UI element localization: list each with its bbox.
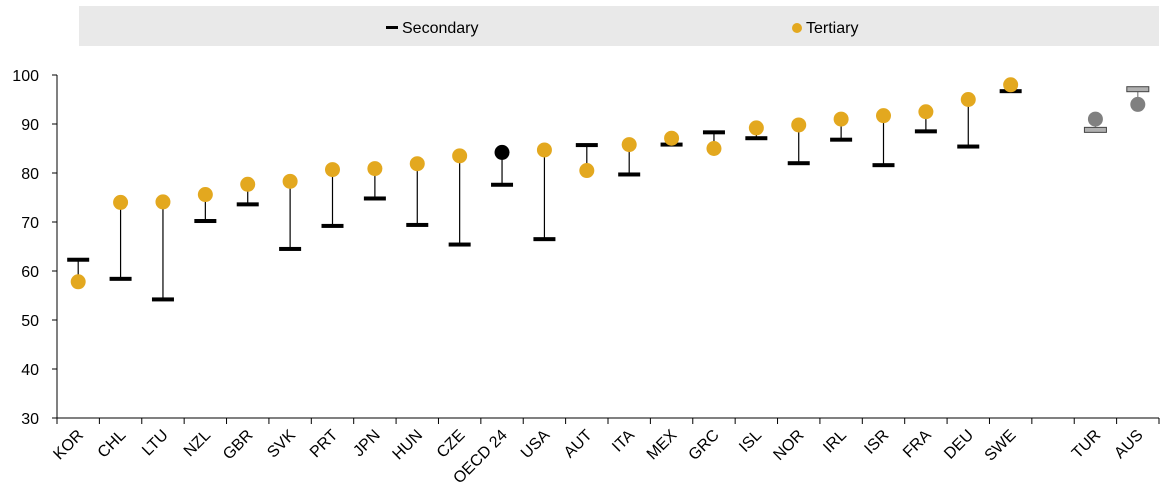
secondary-marker [448, 242, 471, 247]
secondary-marker [406, 222, 429, 227]
x-tick-label: ISR [861, 427, 892, 458]
y-tick-label: 80 [21, 166, 39, 183]
chart-marks [67, 77, 1150, 302]
secondary-marker [194, 219, 217, 224]
secondary-marker [151, 297, 174, 302]
x-tick-label: ISL [736, 427, 765, 456]
y-tick-label: 100 [12, 68, 39, 85]
secondary-marker [236, 202, 259, 207]
tertiary-marker [621, 137, 637, 153]
tertiary-marker [452, 148, 468, 164]
tertiary-marker [748, 120, 764, 136]
x-tick-label: USA [518, 427, 554, 463]
tertiary-marker [664, 130, 680, 146]
legend-secondary-label: Secondary [402, 20, 479, 37]
tertiary-marker [536, 142, 552, 158]
tertiary-marker [1003, 77, 1019, 93]
tertiary-marker [876, 108, 891, 124]
x-tick-label: JPN [350, 427, 383, 460]
tertiary-marker [113, 194, 129, 210]
secondary-marker [491, 182, 514, 187]
secondary-marker [872, 163, 895, 168]
x-tick-label: TUR [1069, 427, 1104, 462]
axes: 30 40 50 60 70 80 90 100 KOR CHL LTU NZL GBR SVK PRT JP… [12, 68, 1160, 486]
x-tick-label: HUN [390, 427, 427, 464]
x-tick-label: CHL [95, 427, 130, 462]
secondary-marker [67, 257, 90, 262]
tertiary-marker [791, 117, 807, 133]
secondary-marker [914, 129, 937, 134]
x-tick-label: AUS [1111, 427, 1146, 462]
x-tick-label: SWE [982, 427, 1020, 465]
x-tick-label: CZE [434, 427, 469, 462]
tertiary-marker [579, 163, 595, 179]
y-tick-label: 90 [21, 117, 39, 134]
y-tick-label: 60 [21, 264, 39, 281]
tertiary-marker [918, 104, 934, 120]
secondary-marker [702, 130, 725, 135]
tertiary-marker [833, 111, 849, 127]
tertiary-marker [325, 162, 340, 178]
x-tick-label: SVK [264, 427, 299, 462]
secondary-marker [321, 223, 344, 228]
tertiary-marker [1130, 96, 1146, 112]
tertiary-marker [240, 176, 256, 192]
y-tick-label: 30 [21, 411, 39, 428]
legend-tertiary-label: Tertiary [806, 20, 858, 37]
x-tick-label: ITA [609, 427, 638, 456]
x-tick-label: AUT [561, 427, 596, 462]
tertiary-marker [70, 274, 86, 290]
x-tick-label: IRL [820, 427, 850, 457]
secondary-marker [279, 246, 302, 251]
secondary-marker [575, 143, 598, 148]
secondary-marker [957, 144, 980, 149]
tertiary-marker [367, 161, 383, 177]
tertiary-marker [282, 173, 298, 189]
tertiary-marker [494, 144, 510, 160]
x-tick-label: PRT [307, 427, 342, 462]
x-tick-label: DEU [941, 427, 977, 463]
secondary-marker [363, 196, 386, 201]
x-tick-label: FRA [900, 427, 935, 462]
secondary-marker [745, 136, 768, 141]
x-tick-label: KOR [50, 427, 87, 464]
y-tick-label: 50 [21, 313, 39, 330]
secondary-marker [1083, 126, 1107, 133]
x-tick-label: NOR [770, 427, 807, 464]
y-tick-label: 40 [21, 362, 39, 379]
secondary-marker [830, 137, 853, 142]
tertiary-marker [409, 156, 425, 172]
tertiary-marker [706, 141, 722, 156]
tertiary-marker [1087, 111, 1103, 127]
legend-tertiary-marker [792, 23, 802, 33]
x-tick-label: MEX [644, 427, 681, 464]
x-tick-label: LTU [139, 427, 172, 460]
x-tick-label: GBR [220, 427, 257, 464]
tertiary-marker [960, 92, 976, 107]
secondary-marker [1126, 86, 1150, 93]
legend: Secondary Tertiary [79, 6, 1159, 46]
x-tick-label: NZL [181, 427, 214, 460]
tertiary-marker [197, 187, 213, 203]
y-tick-label: 70 [21, 215, 39, 232]
x-tick-label: GRC [686, 427, 723, 464]
secondary-marker [533, 237, 556, 242]
tertiary-marker [155, 194, 171, 210]
secondary-marker [109, 276, 132, 281]
secondary-marker [618, 172, 641, 177]
secondary-marker [787, 161, 810, 166]
legend-background [79, 6, 1159, 46]
legend-secondary-marker [386, 26, 398, 29]
